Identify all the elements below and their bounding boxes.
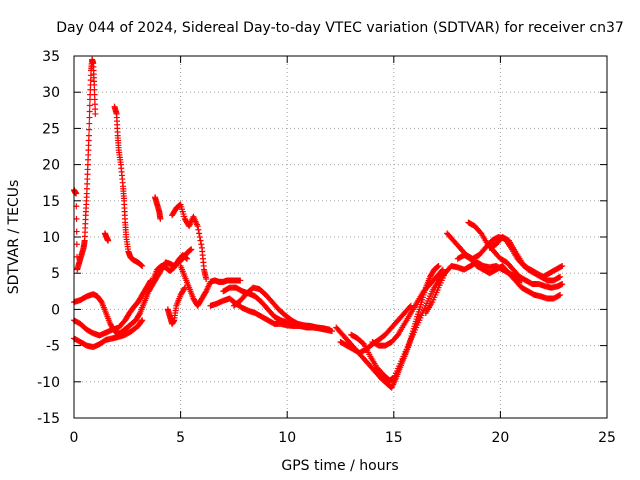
data-point	[86, 102, 93, 109]
data-point	[557, 291, 564, 298]
series-track-15	[333, 262, 442, 391]
series-track-10	[177, 262, 244, 309]
series-track-7	[152, 194, 164, 222]
data-point	[136, 311, 143, 318]
y-tick-label: 15	[42, 194, 60, 210]
x-tick-label: 10	[278, 430, 296, 446]
data-point	[326, 326, 333, 333]
data-point	[393, 332, 400, 339]
series-track-5	[111, 103, 146, 269]
data-point	[195, 226, 202, 233]
data-point	[86, 120, 93, 127]
data-point	[559, 262, 566, 269]
data-point	[556, 274, 563, 281]
series-track-8	[101, 230, 112, 244]
data-points	[71, 56, 566, 391]
data-point	[188, 246, 195, 253]
data-point	[181, 284, 188, 291]
x-tick-label: 5	[176, 430, 185, 446]
data-point	[359, 340, 366, 347]
data-point	[138, 318, 145, 325]
data-point	[434, 263, 441, 270]
data-point	[439, 266, 446, 273]
data-point	[203, 275, 210, 282]
chart-title: Day 044 of 2024, Sidereal Day-to-day VTE…	[56, 20, 624, 36]
y-tick-label: -15	[37, 411, 60, 427]
data-point	[477, 229, 484, 236]
plot-frame	[73, 55, 608, 419]
data-point	[139, 262, 146, 269]
x-tick-label: 20	[491, 430, 509, 446]
x-tick-label: 0	[70, 430, 79, 446]
y-tick-label: 0	[51, 302, 60, 318]
series-track-22	[454, 252, 564, 302]
y-axis-title: SDTVAR / TECUs	[6, 180, 22, 295]
grid	[74, 56, 607, 418]
series-track-3	[71, 317, 146, 351]
data-point	[73, 241, 80, 248]
data-point	[438, 267, 445, 274]
y-tick-label: -10	[37, 375, 60, 391]
data-point	[86, 114, 93, 121]
y-tick-label: 10	[42, 230, 60, 246]
data-point	[557, 273, 564, 280]
series-track-6	[145, 246, 195, 295]
data-point	[92, 110, 99, 117]
data-point	[187, 246, 194, 253]
x-tick-label: 15	[385, 430, 403, 446]
data-point	[194, 223, 201, 230]
data-point	[559, 281, 566, 288]
data-point	[86, 126, 93, 133]
y-tick-label: 5	[51, 266, 60, 282]
data-point	[74, 253, 81, 260]
data-point	[157, 215, 164, 222]
data-point	[406, 303, 413, 310]
data-point	[138, 262, 145, 269]
data-point	[196, 234, 203, 240]
data-point	[73, 228, 80, 235]
series-track-18	[369, 266, 446, 349]
series-track-9	[169, 201, 210, 282]
series-track-4	[71, 277, 154, 339]
data-point	[181, 285, 188, 292]
data-point	[558, 263, 565, 270]
series-track-14	[230, 284, 333, 333]
x-axis-title: GPS time / hours	[281, 458, 398, 474]
series-track-17	[348, 270, 448, 384]
y-tick-label: -5	[46, 339, 60, 355]
data-point	[105, 237, 112, 244]
data-point	[556, 292, 563, 299]
series-track-11	[164, 284, 188, 327]
data-point	[198, 241, 205, 248]
y-tick-label: 35	[42, 49, 60, 65]
data-point	[139, 317, 146, 324]
data-point	[435, 262, 442, 269]
series-track-20	[444, 230, 566, 280]
y-tick-label: 30	[42, 85, 60, 101]
data-point	[86, 108, 93, 115]
data-point	[237, 277, 244, 284]
y-tick-label: 25	[42, 121, 60, 137]
data-point	[197, 237, 204, 244]
series-track-23	[486, 234, 564, 284]
y-tick-label: 20	[42, 158, 60, 174]
data-point	[196, 230, 203, 237]
x-tick-label: 25	[598, 430, 616, 446]
data-point	[85, 132, 92, 139]
axis-ticks: 0 5 10 15 20 25 -15 -10 -5 0 5 10 15 20 25 30 35	[37, 49, 616, 446]
